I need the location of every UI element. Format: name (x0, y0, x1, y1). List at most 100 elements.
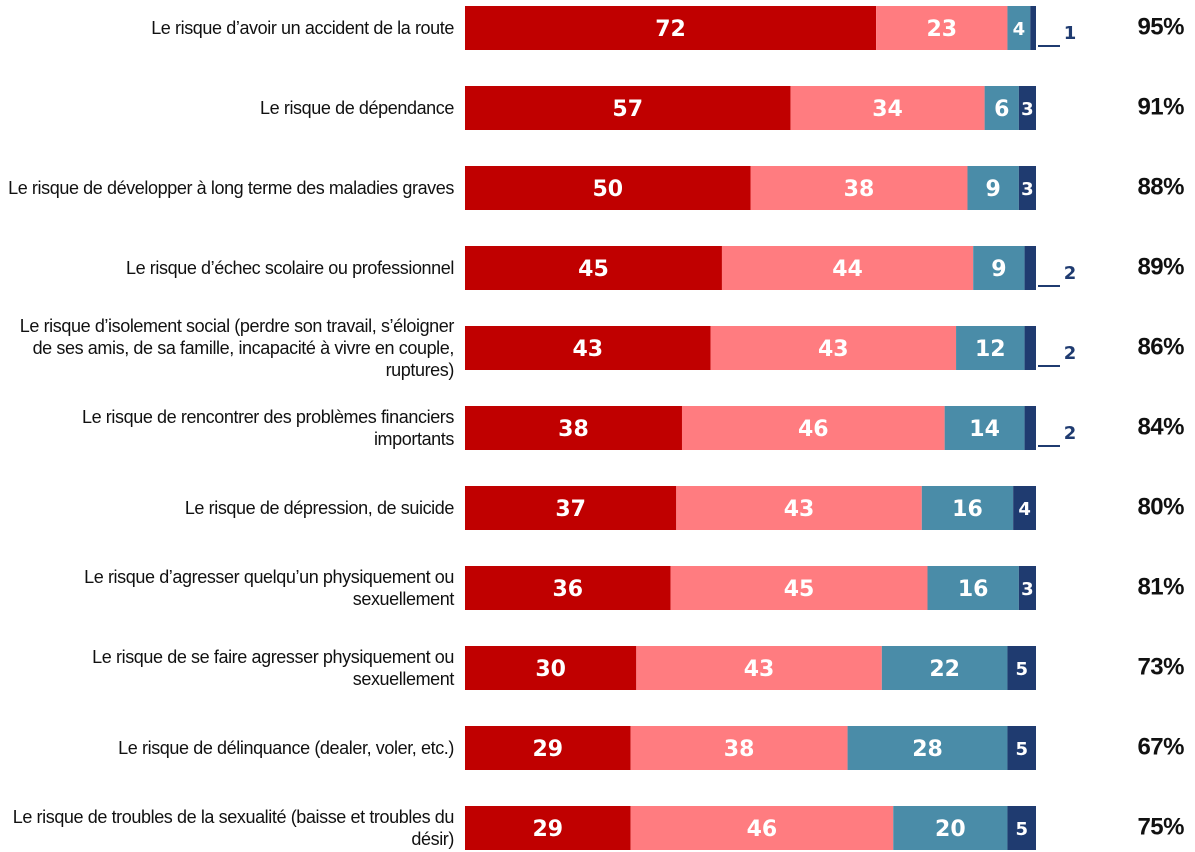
bar-segment (1007, 6, 1031, 50)
bar-segment (710, 326, 957, 370)
total-label: 75% (1137, 813, 1184, 840)
bar-segment (465, 326, 711, 370)
bar-segment (676, 486, 922, 530)
value-label: 30 (535, 657, 566, 682)
value-label: 9 (986, 177, 1001, 202)
value-label: 16 (958, 577, 989, 602)
bar-segment (636, 646, 882, 690)
bar-segment (1024, 406, 1036, 450)
value-label: 5 (1015, 819, 1028, 840)
category-label: Le risque de rencontrer des problèmes fi… (81, 407, 454, 449)
total-label: 80% (1137, 493, 1184, 520)
value-label: 38 (844, 177, 875, 202)
bar-segment (1018, 566, 1036, 610)
total-label: 73% (1137, 653, 1184, 680)
bar-segment (630, 806, 894, 850)
value-label: 29 (532, 817, 563, 842)
value-label: 5 (1015, 659, 1028, 680)
category-label: Le risque de développer à long terme des… (8, 178, 454, 198)
bar-segment (1030, 6, 1036, 50)
value-label: 37 (555, 497, 586, 522)
value-label: 44 (832, 257, 863, 282)
value-label: 3 (1021, 179, 1034, 200)
total-label: 86% (1137, 333, 1184, 360)
bar-segment (681, 406, 945, 450)
value-label: 2 (1064, 423, 1077, 444)
value-label: 28 (912, 737, 943, 762)
value-label: 9 (991, 257, 1006, 282)
value-label: 3 (1021, 579, 1034, 600)
bar-segment (893, 806, 1008, 850)
bar-segment (881, 646, 1008, 690)
value-label: 72 (655, 17, 686, 42)
bar-segment (956, 326, 1025, 370)
category-label: Le risque de dépression, de suicide (184, 498, 455, 518)
total-label: 88% (1137, 173, 1184, 200)
value-label: 4 (1013, 19, 1026, 40)
value-label: 45 (578, 257, 609, 282)
value-label: 2 (1064, 343, 1077, 364)
bar-segment (465, 726, 631, 770)
bar-segment (927, 566, 1019, 610)
value-label: 20 (935, 817, 966, 842)
category-label: Le risque d’échec scolaire ou profession… (125, 258, 454, 278)
value-label: 16 (952, 497, 983, 522)
category-label: Le risque d’isolement social (perdre son… (19, 316, 455, 380)
value-label: 43 (784, 497, 815, 522)
category-label: Le risque d’agresser quelqu’un physiquem… (84, 567, 454, 609)
value-label: 1 (1064, 23, 1077, 44)
value-label: 2 (1064, 263, 1077, 284)
value-label: 46 (798, 417, 829, 442)
bar-segment (1007, 806, 1036, 850)
bar-segment (465, 486, 677, 530)
bar-segment (670, 566, 928, 610)
bar-segment (790, 86, 985, 130)
value-label: 57 (612, 97, 643, 122)
bar-segment (876, 6, 1008, 50)
category-label: Le risque de se faire agresser physiquem… (92, 647, 454, 689)
category-label: Le risque de troubles de la sexualité (b… (12, 807, 455, 849)
value-label: 45 (784, 577, 815, 602)
bar-segment (967, 166, 1019, 210)
bar-segment (721, 246, 974, 290)
total-label: 67% (1137, 733, 1184, 760)
bar-segment (984, 86, 1019, 130)
value-label: 43 (744, 657, 775, 682)
bar-segment (465, 406, 682, 450)
value-label: 5 (1015, 739, 1028, 760)
bar-segment (465, 806, 631, 850)
bar-segment (1018, 86, 1036, 130)
bar-segment (847, 726, 1008, 770)
value-label: 3 (1021, 99, 1034, 120)
value-label: 50 (592, 177, 623, 202)
total-label: 81% (1137, 573, 1184, 600)
bar-segment (1024, 246, 1036, 290)
category-label: Le risque d’avoir un accident de la rout… (151, 18, 454, 38)
value-label: 43 (818, 337, 849, 362)
bar-segment (465, 646, 637, 690)
bar-segment (465, 86, 791, 130)
bar-segment (465, 246, 722, 290)
bar-segment (921, 486, 1014, 530)
value-label: 14 (969, 417, 1000, 442)
bar-segment (1013, 486, 1036, 530)
bar-segment (973, 246, 1025, 290)
value-label: 34 (872, 97, 903, 122)
total-label: 89% (1137, 253, 1184, 280)
value-label: 29 (532, 737, 563, 762)
bar-segment (1018, 166, 1036, 210)
bar-segment (465, 6, 877, 50)
bar-segment (1024, 326, 1036, 370)
bar-segment (465, 166, 751, 210)
value-label: 6 (994, 97, 1009, 122)
value-label: 23 (926, 17, 957, 42)
bar-segment (630, 726, 848, 770)
value-label: 36 (552, 577, 583, 602)
value-label: 38 (558, 417, 589, 442)
total-label: 91% (1137, 93, 1184, 120)
value-label: 12 (975, 337, 1006, 362)
bar-segment (944, 406, 1025, 450)
value-label: 22 (929, 657, 960, 682)
